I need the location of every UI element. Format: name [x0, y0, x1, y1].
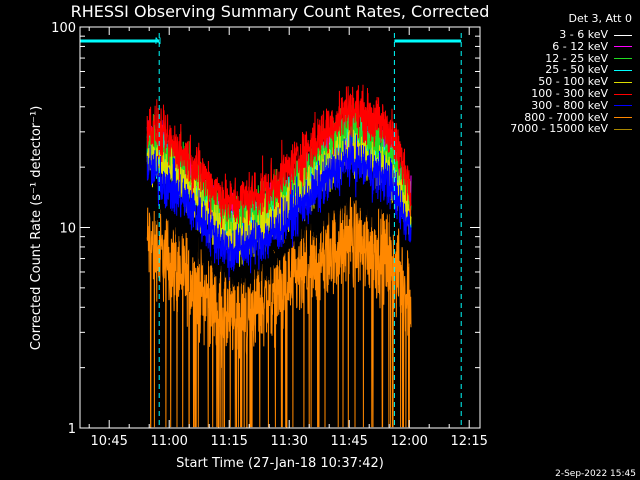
night-marker-label: N [155, 37, 162, 47]
footer-date: 2-Sep-2022 15:45 [555, 469, 636, 479]
legend-swatch [614, 69, 632, 71]
legend-entry: 100 - 300 keV [531, 87, 632, 100]
y-axis-label: Corrected Count Rate (s⁻¹ detector⁻¹) [29, 106, 44, 351]
x-tick-label: 12:15 [450, 434, 487, 449]
legend-swatch [614, 58, 632, 60]
legend-title: Det 3, Att 0 [568, 12, 633, 25]
x-tick-label: 11:30 [270, 434, 307, 449]
legend-swatch [614, 128, 632, 130]
legend-swatch [614, 81, 632, 83]
legend-swatch [614, 34, 632, 36]
legend-entry: 12 - 25 keV [545, 52, 632, 65]
series-line [146, 130, 412, 281]
x-tick-label: 11:45 [330, 434, 367, 449]
series-line [146, 194, 412, 428]
x-tick-label: 11:15 [210, 434, 247, 449]
y-tick-label: 10 [59, 222, 76, 237]
x-axis-label: Start Time (27-Jan-18 10:37:42) [176, 456, 384, 471]
x-tick-label: 12:00 [390, 434, 427, 449]
chart-title: RHESSI Observing Summary Count Rates, Co… [71, 2, 490, 21]
legend-label: 12 - 25 keV [545, 51, 608, 65]
series-layer [146, 84, 412, 428]
legend-swatch [614, 105, 632, 107]
legend-label: 3 - 6 keV [559, 28, 608, 41]
y-tick-label: 1 [68, 422, 76, 437]
legend-entry: 50 - 100 keV [538, 75, 632, 88]
axes: 10:45 11:00 11:15 11:30 11:45 12:00 12:15 1 10 10… [51, 21, 488, 449]
legend-swatch [614, 93, 632, 95]
series-line [146, 84, 412, 228]
legend-entry: 7000 - 15000 keV [510, 122, 632, 135]
x-tick-label: 11:00 [150, 434, 187, 449]
legend-label: 7000 - 15000 keV [510, 122, 608, 136]
legend-label: 6 - 12 keV [552, 39, 608, 53]
legend-entry: 800 - 7000 keV [524, 111, 632, 124]
legend-label: 300 - 800 keV [531, 98, 608, 112]
legend-swatch [614, 46, 632, 48]
legend-label: 25 - 50 keV [545, 63, 608, 77]
legend-entry: 6 - 12 keV [552, 40, 632, 53]
legend-label: 800 - 7000 keV [524, 110, 608, 124]
legend-swatch [614, 117, 632, 119]
legend-entry: 3 - 6 keV [559, 28, 632, 41]
legend-label: 50 - 100 keV [538, 75, 608, 89]
legend-entry: 25 - 50 keV [545, 63, 632, 76]
x-tick-label: 10:45 [90, 434, 127, 449]
y-tick-label: 100 [51, 21, 76, 36]
legend-entry: 300 - 800 keV [531, 99, 632, 112]
legend-label: 100 - 300 keV [531, 87, 608, 100]
